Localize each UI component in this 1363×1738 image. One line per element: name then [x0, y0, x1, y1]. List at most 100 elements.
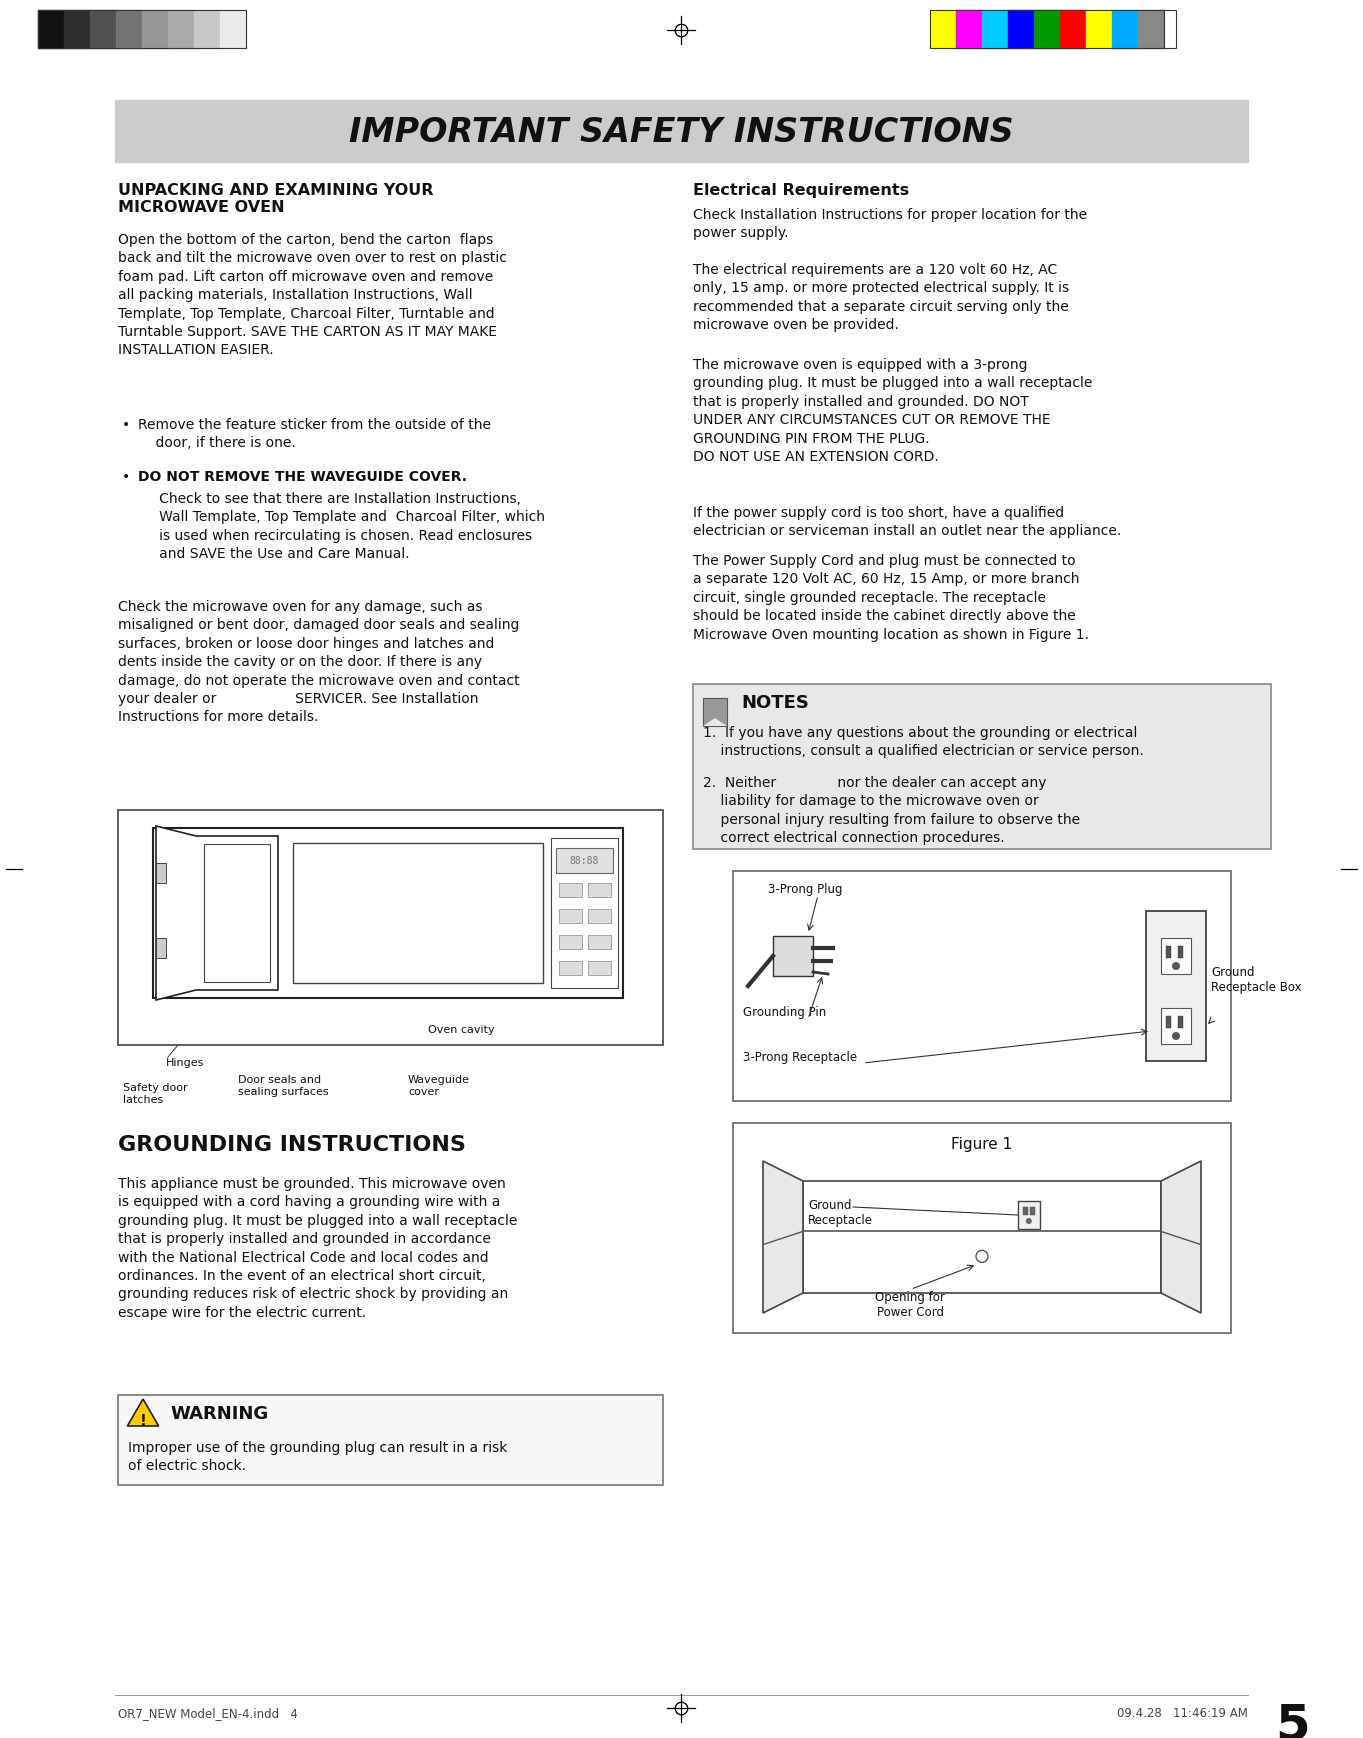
Text: 1.  If you have any questions about the grounding or electrical
    instructions: 1. If you have any questions about the g…: [703, 726, 1144, 758]
Text: OR7_NEW Model_EN-4.indd   4: OR7_NEW Model_EN-4.indd 4: [119, 1707, 298, 1721]
Bar: [1165, 1017, 1171, 1027]
Bar: [38, 10, 64, 49]
Bar: [1035, 10, 1060, 49]
Bar: [1009, 10, 1035, 49]
Text: GROUNDING INSTRUCTIONS: GROUNDING INSTRUCTIONS: [119, 1135, 466, 1156]
Text: Oven cavity: Oven cavity: [428, 1025, 495, 1036]
Text: Ground
Receptacle Box: Ground Receptacle Box: [1210, 966, 1302, 994]
Circle shape: [1026, 1218, 1032, 1224]
Bar: [155, 939, 166, 958]
Text: 2.  Neither              nor the dealer can accept any
    liability for damage : 2. Neither nor the dealer can accept any…: [703, 775, 1079, 845]
Bar: [692, 685, 1272, 848]
Bar: [930, 10, 955, 49]
Bar: [1138, 10, 1164, 49]
Polygon shape: [127, 1399, 158, 1425]
Text: 09.4.28   11:46:19 AM: 09.4.28 11:46:19 AM: [1118, 1707, 1249, 1721]
Bar: [587, 909, 611, 923]
Polygon shape: [703, 718, 726, 726]
Bar: [119, 810, 662, 1045]
Polygon shape: [155, 826, 278, 999]
Text: Check Installation Instructions for proper location for the
power supply.: Check Installation Instructions for prop…: [692, 209, 1088, 240]
Text: Remove the feature sticker from the outside of the
    door, if there is one.: Remove the feature sticker from the outs…: [138, 419, 491, 450]
Text: 5: 5: [1276, 1702, 1310, 1738]
Bar: [90, 10, 116, 49]
Bar: [551, 838, 617, 987]
Bar: [219, 10, 245, 49]
Bar: [559, 883, 582, 897]
Bar: [153, 827, 623, 998]
Bar: [587, 961, 611, 975]
Text: Hinges: Hinges: [166, 1058, 204, 1067]
Bar: [1164, 10, 1176, 49]
Bar: [1178, 1017, 1183, 1027]
Text: Check the microwave oven for any damage, such as
misaligned or bent door, damage: Check the microwave oven for any damage,…: [119, 600, 519, 725]
Bar: [64, 10, 90, 49]
Text: 3-Prong Receptacle: 3-Prong Receptacle: [743, 1051, 857, 1064]
Text: Ground
Receptacle: Ground Receptacle: [808, 1199, 872, 1227]
Text: This appliance must be grounded. This microwave oven
is equipped with a cord hav: This appliance must be grounded. This mi…: [119, 1177, 518, 1319]
Text: •: •: [123, 469, 131, 483]
Polygon shape: [1161, 939, 1191, 973]
Text: Improper use of the grounding plug can result in a risk
of electric shock.: Improper use of the grounding plug can r…: [128, 1441, 507, 1474]
Text: 3-Prong Plug: 3-Prong Plug: [767, 883, 842, 897]
Bar: [559, 935, 582, 949]
Bar: [194, 10, 219, 49]
Bar: [556, 848, 613, 872]
Bar: [981, 10, 1009, 49]
Text: IMPORTANT SAFETY INSTRUCTIONS: IMPORTANT SAFETY INSTRUCTIONS: [349, 115, 1013, 148]
Bar: [559, 909, 582, 923]
Text: DO NOT REMOVE THE WAVEGUIDE COVER.: DO NOT REMOVE THE WAVEGUIDE COVER.: [138, 469, 468, 483]
Text: Opening for
Power Cord: Opening for Power Cord: [875, 1291, 946, 1319]
Polygon shape: [773, 937, 812, 977]
Text: Figure 1: Figure 1: [951, 1137, 1013, 1152]
Text: !: !: [139, 1413, 146, 1429]
Polygon shape: [1161, 1008, 1191, 1045]
Bar: [1030, 1206, 1035, 1215]
Bar: [587, 883, 611, 897]
Bar: [293, 843, 542, 984]
Text: Check to see that there are Installation Instructions,
   Wall Template, Top Tem: Check to see that there are Installation…: [146, 492, 545, 561]
Bar: [955, 10, 981, 49]
Text: If the power supply cord is too short, have a qualiﬁed
electrician or serviceman: If the power supply cord is too short, h…: [692, 506, 1122, 539]
Polygon shape: [204, 845, 270, 982]
Text: The Power Supply Cord and plug must be connected to
a separate 120 Volt AC, 60 H: The Power Supply Cord and plug must be c…: [692, 554, 1089, 641]
Text: The electrical requirements are a 120 volt 60 Hz, AC
only, 15 amp. or more prote: The electrical requirements are a 120 vo…: [692, 262, 1069, 332]
Bar: [733, 871, 1231, 1100]
Bar: [116, 10, 142, 49]
Bar: [1060, 10, 1086, 49]
Bar: [1112, 10, 1138, 49]
Text: WARNING: WARNING: [170, 1404, 269, 1423]
Bar: [1086, 10, 1112, 49]
Text: Door seals and
sealing surfaces: Door seals and sealing surfaces: [239, 1076, 328, 1097]
Bar: [803, 1182, 1161, 1293]
Bar: [930, 10, 1164, 49]
Text: Electrical Requirements: Electrical Requirements: [692, 182, 909, 198]
Bar: [1178, 945, 1183, 958]
Text: •: •: [123, 419, 131, 433]
Text: Grounding Pin: Grounding Pin: [743, 1006, 826, 1018]
Text: The microwave oven is equipped with a 3-prong
grounding plug. It must be plugged: The microwave oven is equipped with a 3-…: [692, 358, 1092, 464]
Polygon shape: [763, 1161, 803, 1312]
Circle shape: [1172, 1032, 1180, 1039]
Bar: [1022, 1206, 1028, 1215]
Text: 88:88: 88:88: [570, 855, 600, 866]
Bar: [155, 864, 166, 883]
Bar: [1165, 945, 1171, 958]
Bar: [733, 1123, 1231, 1333]
Bar: [1018, 1201, 1040, 1229]
Text: Waveguide
cover: Waveguide cover: [408, 1076, 470, 1097]
Bar: [1146, 911, 1206, 1060]
Bar: [142, 10, 168, 49]
Bar: [168, 10, 194, 49]
Bar: [114, 101, 1249, 162]
Bar: [703, 699, 726, 726]
Circle shape: [1172, 963, 1180, 970]
Bar: [559, 961, 582, 975]
Circle shape: [976, 1250, 988, 1262]
Polygon shape: [1161, 1161, 1201, 1312]
Bar: [38, 10, 245, 49]
Bar: [587, 935, 611, 949]
Text: Safety door
latches: Safety door latches: [123, 1083, 188, 1105]
Text: NOTES: NOTES: [741, 693, 808, 713]
Bar: [119, 1396, 662, 1484]
